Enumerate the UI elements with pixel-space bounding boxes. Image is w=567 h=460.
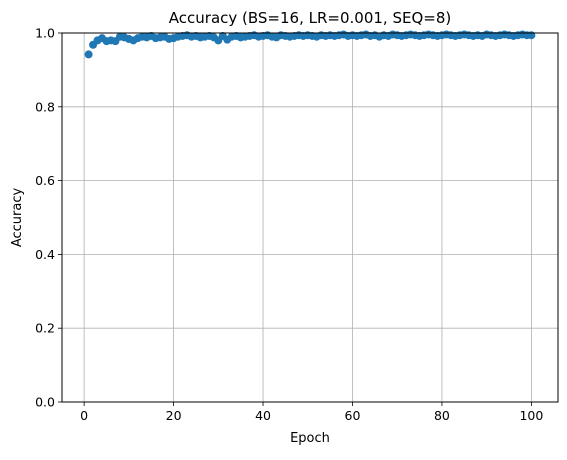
y-tick-label: 0.0 xyxy=(35,395,55,410)
chart-title: Accuracy (BS=16, LR=0.001, SEQ=8) xyxy=(169,9,451,27)
y-tick-label: 1.0 xyxy=(35,26,55,41)
y-tick-label: 0.4 xyxy=(35,247,55,262)
x-axis-ticks: 0 20 40 60 80 100 xyxy=(80,402,543,423)
y-tick-label: 0.2 xyxy=(35,321,55,336)
x-tick-label: 40 xyxy=(255,408,271,423)
y-axis-label: Accuracy xyxy=(10,188,25,248)
data-point xyxy=(527,31,536,40)
y-tick-label: 0.8 xyxy=(35,99,55,114)
x-tick-label: 0 xyxy=(80,408,88,423)
plot-frame xyxy=(61,32,559,403)
x-tick-label: 100 xyxy=(519,408,543,423)
data-point xyxy=(84,50,93,59)
x-tick-label: 20 xyxy=(166,408,182,423)
y-tick-label: 0.6 xyxy=(35,173,55,188)
x-tick-label: 60 xyxy=(345,408,361,423)
y-axis-ticks: 0.0 0.2 0.4 0.6 0.8 1.0 xyxy=(35,26,62,410)
x-tick-label: 80 xyxy=(434,408,450,423)
x-axis-label: Epoch xyxy=(290,431,330,446)
